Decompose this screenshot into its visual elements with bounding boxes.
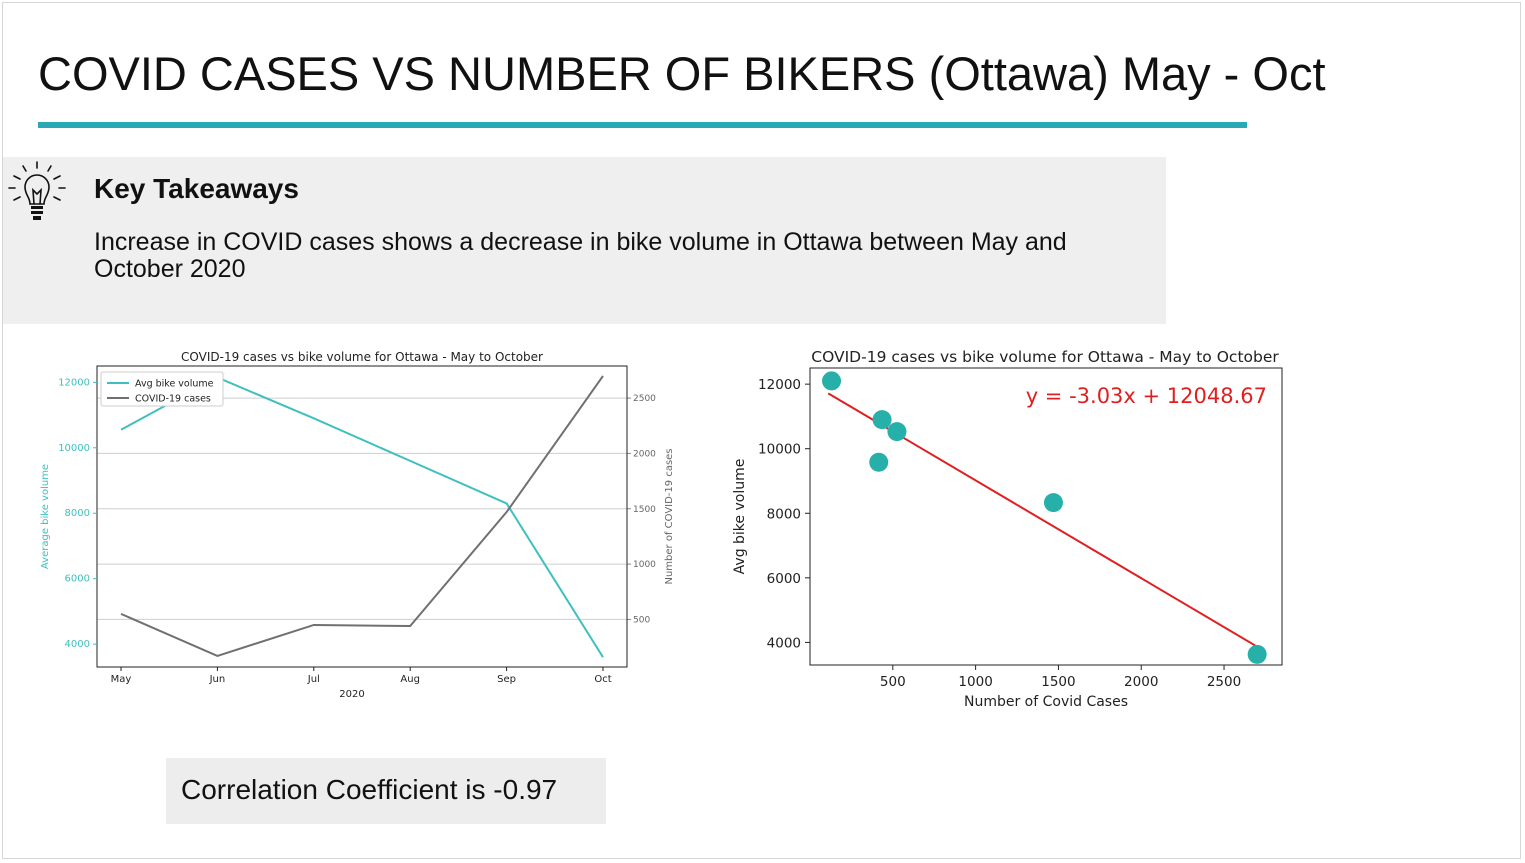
line-chart: COVID-19 cases vs bike volume for Ottawa… [40,350,675,700]
x-tick-label: 1500 [1041,674,1075,690]
plot-frame [96,365,628,668]
x-tick-label: 2000 [1124,674,1158,690]
y-tick-label: 8000 [65,508,90,519]
y-axis-label: Avg bike volume [732,459,748,575]
series-line-avg-bike-volume [120,376,604,658]
plot-frame [809,367,1283,666]
x-tick-label: 1000 [958,674,992,690]
chart-title: COVID-19 cases vs bike volume for Ottawa… [811,348,1279,366]
scatter-point [1247,644,1267,664]
x-tick-label: Oct [594,674,611,685]
x-tick-label: Aug [400,674,420,685]
y2-tick-label: 2500 [633,394,656,404]
y-axis-label: Average bike volume [40,464,51,569]
y2-tick-label: 2000 [633,449,656,459]
title-underline [38,122,1247,128]
y-tick-label: 10000 [58,443,90,454]
x-tick-label: Jul [307,674,320,685]
y2-tick-label: 500 [633,615,650,625]
x-tick-label: 2500 [1207,674,1241,690]
takeaway-panel [3,157,1166,324]
lightbulb-icon [8,161,66,220]
correlation-box: Correlation Coefficient is -0.97 [166,758,606,824]
x-axis-label: 2020 [339,689,364,700]
y-tick-label: 4000 [767,635,801,651]
y2-tick-label: 1500 [633,505,656,515]
scatter-chart: COVID-19 cases vs bike volume for Ottawa… [732,348,1283,710]
scatter-point [1043,493,1063,513]
y2-axis-label: Number of COVID-19 cases [664,448,675,584]
legend-label: Avg bike volume [135,379,214,390]
takeaway-text: Increase in COVID cases shows a decrease… [94,228,1067,283]
y-tick-label: 6000 [767,571,801,587]
x-tick-label: Jun [209,674,226,685]
slide-title: COVID CASES VS NUMBER OF BIKERS (Ottawa)… [38,47,1326,100]
chart-title: COVID-19 cases vs bike volume for Ottawa… [181,350,543,364]
y-tick-label: 10000 [758,442,801,458]
y-tick-label: 12000 [758,377,801,393]
scatter-point [822,371,842,391]
x-axis-label: Number of Covid Cases [964,694,1128,710]
series-line-covid-cases [120,375,604,658]
x-tick-label: May [111,674,132,685]
y-tick-label: 6000 [65,574,90,585]
y2-tick-label: 1000 [633,560,656,570]
y-tick-label: 4000 [65,639,90,650]
trendline-equation: y = -3.03x + 12048.67 [1026,384,1267,408]
x-tick-label: 500 [880,674,906,690]
scatter-point [869,452,889,472]
legend-label: COVID-19 cases [135,394,211,405]
legend-box [100,371,224,407]
scatter-point [872,410,892,430]
scatter-point [887,422,907,442]
takeaway-heading: Key Takeaways [94,173,299,204]
correlation-text: Correlation Coefficient is -0.97 [181,774,558,805]
x-tick-label: Sep [497,674,516,685]
y-tick-label: 12000 [58,377,90,388]
y-tick-label: 8000 [767,506,801,522]
